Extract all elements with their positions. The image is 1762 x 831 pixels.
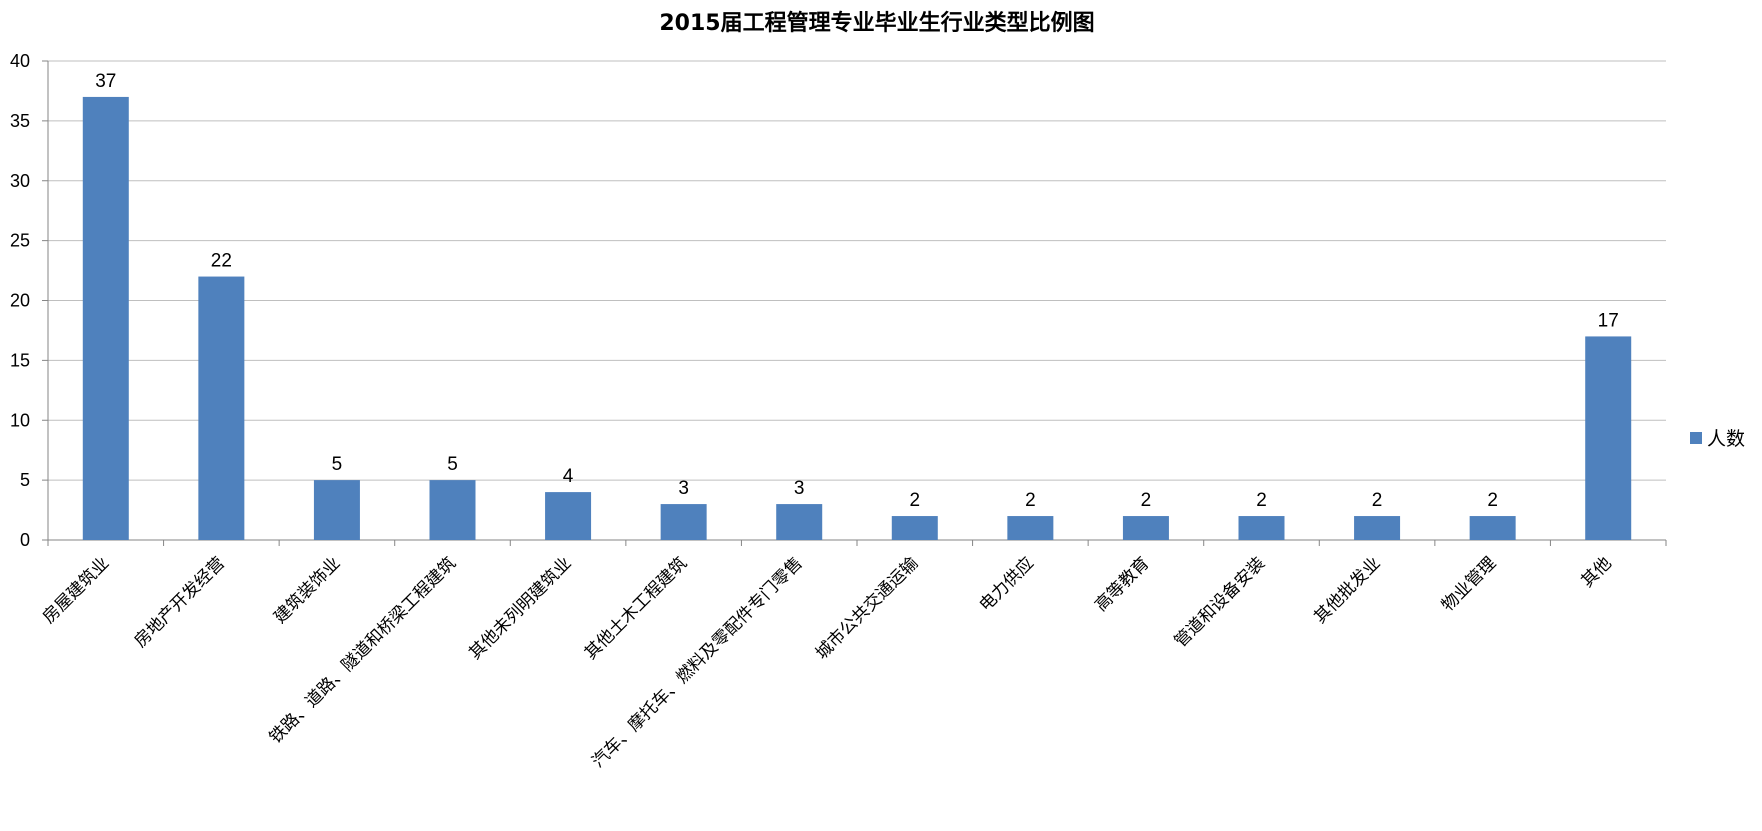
x-tick-label: 铁路、道路、隧道和桥梁工程建筑 <box>266 553 460 747</box>
bars <box>82 96 1632 541</box>
bar <box>313 480 360 540</box>
legend-swatch <box>1690 432 1702 444</box>
data-label: 2 <box>1141 490 1152 511</box>
x-tick-label: 管道和设备安装 <box>1171 553 1269 651</box>
x-tick-label: 城市公共交通运输 <box>812 553 922 663</box>
legend-label: 人数 <box>1707 428 1745 450</box>
data-label: 22 <box>211 251 232 272</box>
data-label: 2 <box>1025 490 1036 511</box>
x-tick-label: 高等教育 <box>1091 553 1153 615</box>
x-tick-label: 其他批发业 <box>1310 553 1384 627</box>
bar <box>660 504 707 540</box>
bar <box>776 504 823 540</box>
bar <box>82 96 129 541</box>
y-tick-label: 5 <box>20 470 30 490</box>
y-tick-label: 25 <box>10 231 30 251</box>
x-tick-label: 房屋建筑业 <box>39 553 113 627</box>
x-tick-label: 物业管理 <box>1438 553 1500 615</box>
data-label: 2 <box>909 490 920 511</box>
data-label: 5 <box>447 454 458 475</box>
chart-title: 2015届工程管理专业毕业生行业类型比例图 <box>659 10 1094 36</box>
y-tick-label: 20 <box>10 291 30 311</box>
y-tick-label: 10 <box>10 410 30 430</box>
data-label: 17 <box>1598 310 1619 331</box>
y-tick-label: 15 <box>10 350 30 370</box>
x-tick-label: 汽车、摩托车、燃料及零配件专门零售 <box>588 553 806 771</box>
bar <box>1122 516 1169 540</box>
y-axis-tick-labels: 0 5 10 15 20 25 30 35 40 <box>10 51 30 550</box>
x-tick-label: 其他 <box>1578 553 1616 591</box>
bar <box>1585 336 1632 540</box>
bar <box>198 276 245 540</box>
y-tick-label: 0 <box>20 530 30 550</box>
gridlines <box>48 60 1666 481</box>
axes <box>42 60 1667 546</box>
bar <box>1469 516 1516 540</box>
bar <box>1238 516 1285 540</box>
y-tick-label: 30 <box>10 171 30 191</box>
x-tick-label: 其他未列明建筑业 <box>465 553 575 663</box>
data-label: 5 <box>332 454 343 475</box>
x-tick-label: 电力供应 <box>976 553 1038 615</box>
bar <box>1354 516 1401 540</box>
bar <box>1007 516 1054 540</box>
y-tick-label: 35 <box>10 111 30 131</box>
y-tick-label: 40 <box>10 51 30 71</box>
data-label: 37 <box>95 71 116 92</box>
data-label: 4 <box>563 466 574 487</box>
x-tick-label: 建筑装饰业 <box>270 553 344 627</box>
x-tick-label: 房地产开发经营 <box>131 553 229 651</box>
bar <box>545 492 592 540</box>
x-tick-label: 其他土木工程建筑 <box>581 553 691 663</box>
data-label: 3 <box>794 478 805 499</box>
bar <box>891 516 938 540</box>
legend: 人数 <box>1690 428 1745 450</box>
data-label: 2 <box>1372 490 1383 511</box>
data-label: 2 <box>1256 490 1267 511</box>
data-label: 3 <box>678 478 689 499</box>
data-label: 2 <box>1487 490 1498 511</box>
bar <box>429 480 476 540</box>
